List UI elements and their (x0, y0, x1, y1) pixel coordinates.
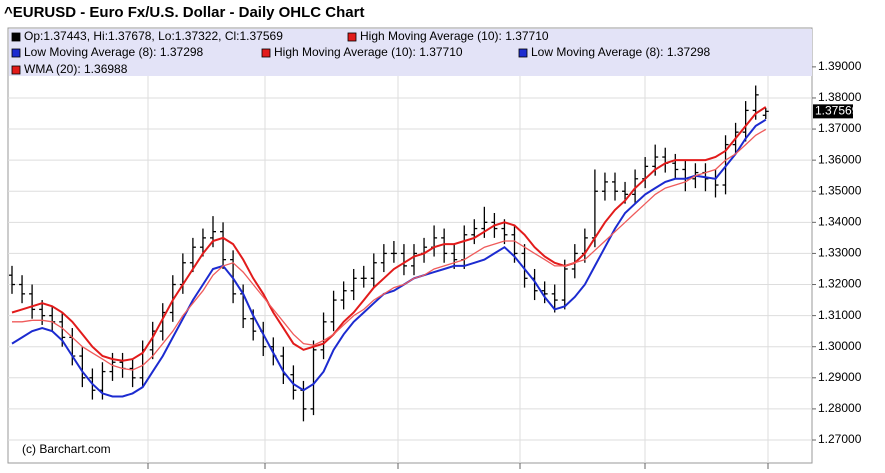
y-tick-label: 1.27000 (818, 432, 862, 446)
legend-swatch (11, 48, 21, 58)
y-tick-label: 1.31000 (818, 308, 862, 322)
legend-swatch (11, 32, 21, 42)
legend-label: High Moving Average (10): 1.37710 (360, 29, 549, 43)
legend-label: Op:1.37443, Hi:1.37678, Lo:1.37322, Cl:1… (24, 29, 283, 43)
y-tick-label: 1.29000 (818, 370, 862, 384)
legend-label: WMA (20): 1.36988 (24, 62, 128, 76)
legend-swatch (261, 48, 271, 58)
y-tick-label: 1.28000 (818, 401, 862, 415)
legend-label: High Moving Average (10): 1.37710 (274, 45, 463, 59)
legend-swatch (518, 48, 528, 58)
y-tick-label: 1.33000 (818, 246, 862, 260)
legend-band (9, 29, 812, 76)
last-price-box (813, 104, 853, 119)
last-price-label: 1.37569 (815, 104, 859, 118)
legend-label: Low Moving Average (8): 1.37298 (531, 45, 711, 59)
chart-title: ^EURUSD - Euro Fx/U.S. Dollar - Daily OH… (4, 4, 364, 21)
y-tick-label: 1.30000 (818, 339, 862, 353)
y-tick-label: 1.37000 (818, 121, 862, 135)
y-tick-label: 1.38000 (818, 90, 862, 104)
legend-swatch (11, 65, 21, 75)
legend-label: Low Moving Average (8): 1.37298 (24, 45, 204, 59)
moving-average-line (11, 106, 767, 362)
source-label: (c) Barchart.com (22, 442, 111, 456)
y-tick-label: 1.35000 (818, 183, 862, 197)
plot-area (7, 27, 813, 464)
y-tick-label: 1.39000 (818, 59, 862, 73)
y-tick-label: 1.36000 (818, 152, 862, 166)
moving-average-line (11, 118, 767, 398)
y-tick-label: 1.32000 (818, 277, 862, 291)
legend-swatch (347, 32, 357, 42)
y-tick-label: 1.34000 (818, 215, 862, 229)
moving-average-line (12, 128, 767, 371)
